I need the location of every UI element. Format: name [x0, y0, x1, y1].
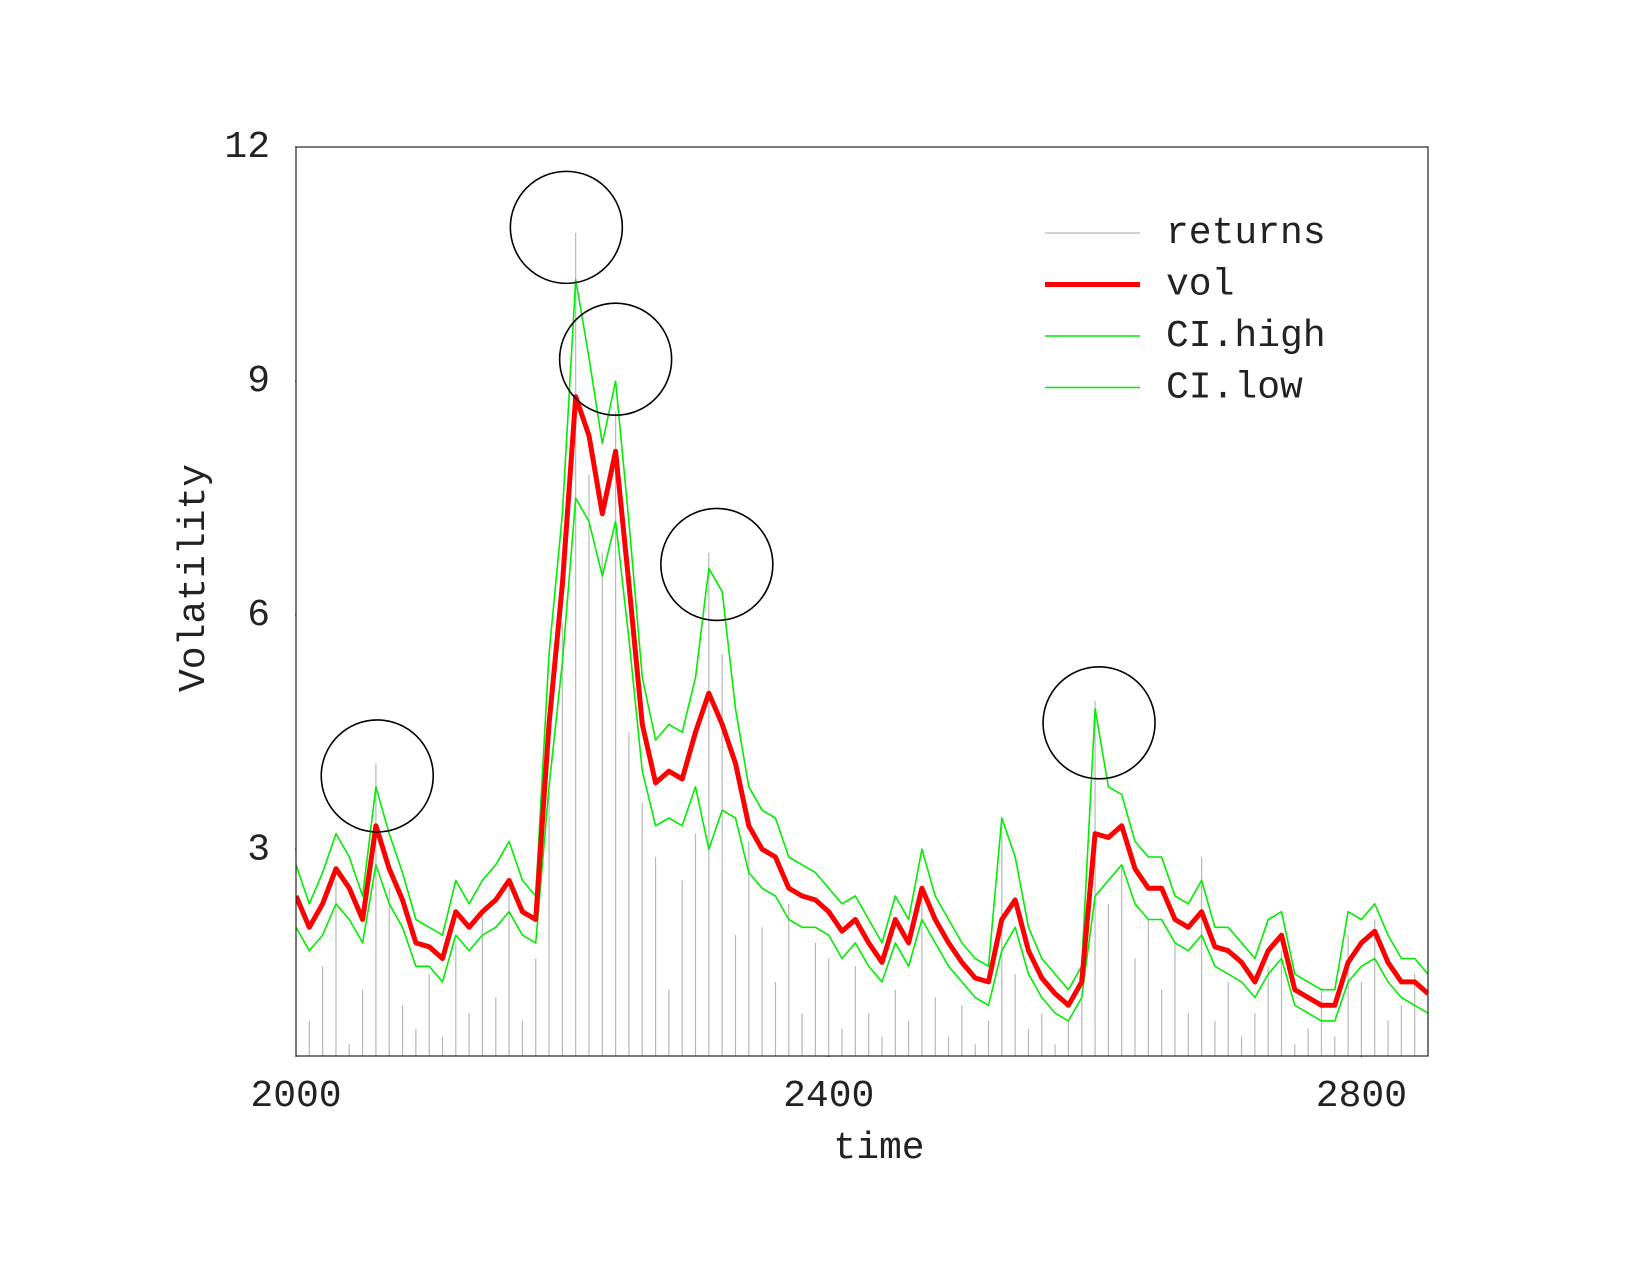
legend-label: returns [1166, 212, 1326, 255]
plot-frame [295, 146, 1429, 1057]
y-tick-label: 9 [247, 360, 270, 403]
highlight-circle [509, 170, 624, 285]
highlight-circle [1042, 666, 1156, 780]
legend-label: CI.high [1166, 315, 1326, 358]
highlight-circle [558, 302, 673, 417]
x-tick-label: 2400 [783, 1075, 874, 1118]
y-tick-label: 6 [247, 594, 270, 637]
series-line [296, 394, 1428, 1008]
y-axis-label: Volatility [173, 464, 216, 692]
y-tick-label: 12 [224, 126, 270, 169]
x-axis-label: time [833, 1127, 924, 1170]
series-line [296, 278, 1428, 991]
x-tick-label: 2000 [250, 1075, 341, 1118]
highlight-circle [320, 719, 435, 833]
plot-area [296, 232, 1428, 1056]
legend-label: vol [1166, 264, 1234, 307]
legend-label: CI.low [1166, 367, 1303, 410]
x-tick-label: 2800 [1316, 1075, 1407, 1118]
series-line [296, 497, 1428, 1022]
y-tick-label: 3 [247, 828, 270, 871]
highlight-circle [660, 507, 774, 622]
